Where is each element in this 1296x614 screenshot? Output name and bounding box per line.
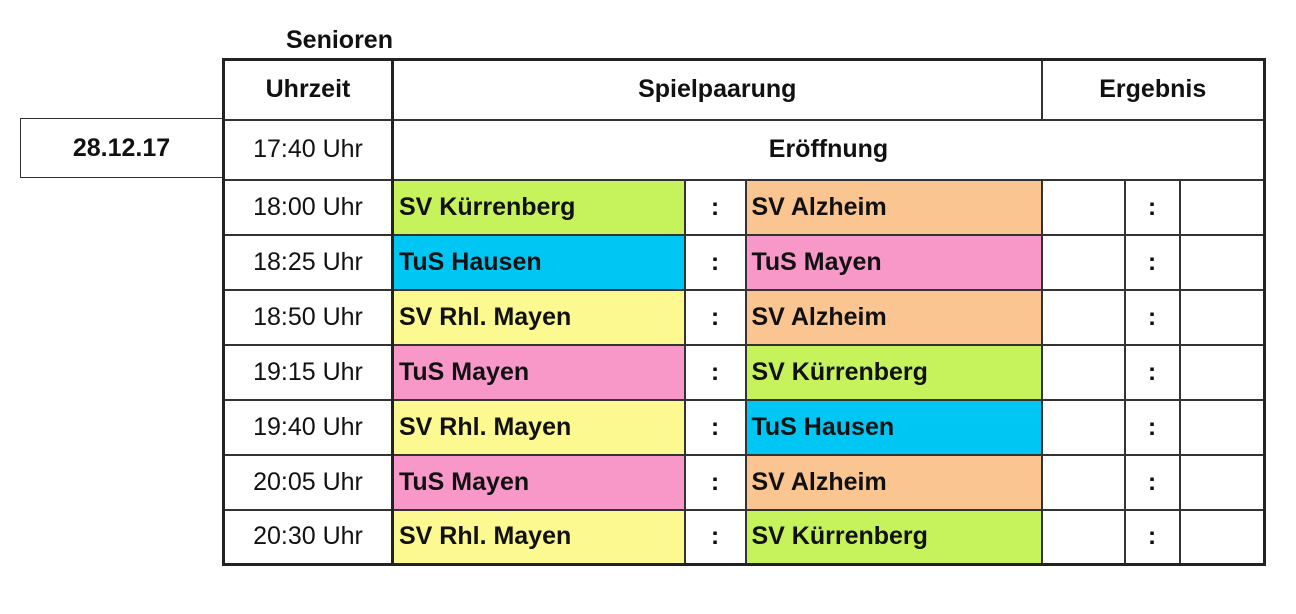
- header-result: Ergebnis: [1040, 58, 1266, 121]
- away-score: [1178, 288, 1266, 346]
- match-separator: :: [683, 508, 747, 566]
- match-time: 18:00 Uhr: [222, 178, 394, 236]
- match-time: 18:25 Uhr: [222, 233, 394, 291]
- home-team: TuS Mayen: [391, 343, 686, 401]
- header-time: Uhrzeit: [222, 58, 394, 121]
- away-score: [1178, 398, 1266, 456]
- match-time: 20:05 Uhr: [222, 453, 394, 511]
- match-time: 18:50 Uhr: [222, 288, 394, 346]
- match-separator: :: [683, 288, 747, 346]
- away-score: [1178, 178, 1266, 236]
- opening-time: 17:40 Uhr: [222, 118, 394, 181]
- match-separator: :: [683, 343, 747, 401]
- match-separator: :: [683, 233, 747, 291]
- home-team: SV Rhl. Mayen: [391, 508, 686, 566]
- score-separator: :: [1123, 508, 1181, 566]
- away-team: SV Kürrenberg: [744, 343, 1043, 401]
- home-score: [1040, 178, 1126, 236]
- away-score: [1178, 233, 1266, 291]
- match-time: 20:30 Uhr: [222, 508, 394, 566]
- away-team: SV Alzheim: [744, 453, 1043, 511]
- match-separator: :: [683, 178, 747, 236]
- away-team: TuS Mayen: [744, 233, 1043, 291]
- header-match: Spielpaarung: [391, 58, 1043, 121]
- match-row: 18:00 Uhr SV Kürrenberg: SV Alzheim:: [222, 178, 1266, 236]
- schedule-table: Uhrzeit Spielpaarung Ergebnis 17:40 Uhr …: [222, 58, 1266, 566]
- home-score: [1040, 343, 1126, 401]
- away-team: SV Alzheim: [744, 178, 1043, 236]
- match-row: 19:15 Uhr TuS Mayen: SV Kürrenberg:: [222, 343, 1266, 401]
- score-separator: :: [1123, 398, 1181, 456]
- score-separator: :: [1123, 343, 1181, 401]
- score-separator: :: [1123, 233, 1181, 291]
- match-time: 19:40 Uhr: [222, 398, 394, 456]
- home-team: SV Rhl. Mayen: [391, 398, 686, 456]
- home-score: [1040, 288, 1126, 346]
- match-row: 18:25 Uhr TuS Hausen: TuS Mayen:: [222, 233, 1266, 291]
- match-row: 18:50 Uhr SV Rhl. Mayen: SV Alzheim:: [222, 288, 1266, 346]
- home-score: [1040, 233, 1126, 291]
- home-score: [1040, 398, 1126, 456]
- match-row: 20:30 Uhr SV Rhl. Mayen: SV Kürrenberg:: [222, 508, 1266, 566]
- header-row: Uhrzeit Spielpaarung Ergebnis: [222, 58, 1266, 121]
- opening-label: Eröffnung: [391, 118, 1266, 181]
- home-team: SV Kürrenberg: [391, 178, 686, 236]
- away-team: SV Kürrenberg: [744, 508, 1043, 566]
- away-score: [1178, 508, 1266, 566]
- match-row: 20:05 Uhr TuS Mayen: SV Alzheim:: [222, 453, 1266, 511]
- date-cell: 28.12.17: [20, 118, 222, 178]
- away-score: [1178, 453, 1266, 511]
- opening-row: 17:40 Uhr Eröffnung: [222, 118, 1266, 181]
- home-score: [1040, 508, 1126, 566]
- home-team: TuS Mayen: [391, 453, 686, 511]
- match-separator: :: [683, 453, 747, 511]
- score-separator: :: [1123, 288, 1181, 346]
- score-separator: :: [1123, 453, 1181, 511]
- away-team: TuS Hausen: [744, 398, 1043, 456]
- away-team: SV Alzheim: [744, 288, 1043, 346]
- match-separator: :: [683, 398, 747, 456]
- home-team: TuS Hausen: [391, 233, 686, 291]
- section-title: Senioren: [286, 26, 393, 54]
- score-separator: :: [1123, 178, 1181, 236]
- home-score: [1040, 453, 1126, 511]
- home-team: SV Rhl. Mayen: [391, 288, 686, 346]
- match-row: 19:40 Uhr SV Rhl. Mayen: TuS Hausen:: [222, 398, 1266, 456]
- away-score: [1178, 343, 1266, 401]
- match-time: 19:15 Uhr: [222, 343, 394, 401]
